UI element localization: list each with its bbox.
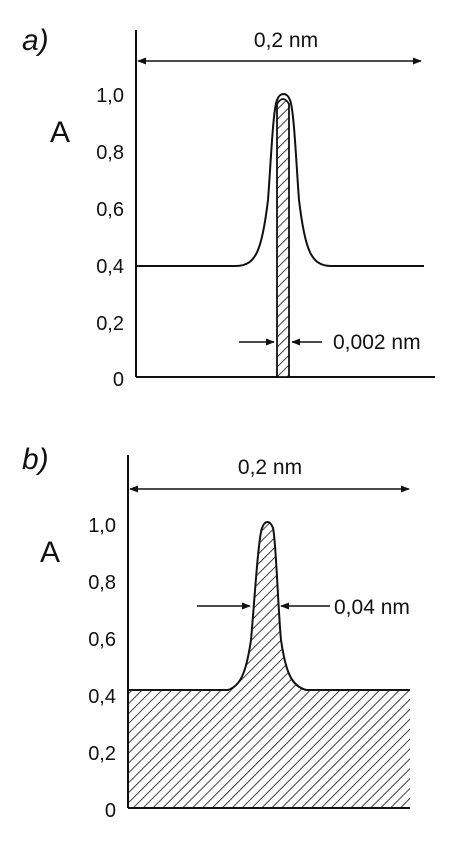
panel-a-tick-0-8: 0,8 <box>96 142 124 164</box>
panel-b-axis-title: A <box>40 536 60 569</box>
panel-a-label: a) <box>22 24 49 57</box>
panel-a: a) A 1,0 0,8 0,6 0,4 0,2 0 0,2 nm 0,002 … <box>22 24 435 391</box>
panel-b-tick-0: 0 <box>105 800 116 822</box>
panel-a-curve <box>136 93 424 267</box>
panel-a-width-label: 0,002 nm <box>333 331 421 354</box>
panel-b-label: b) <box>22 443 49 476</box>
panel-a-axis-title: A <box>50 116 70 149</box>
panel-b-hatched-area <box>128 522 410 808</box>
panel-a-tick-0-4: 0,4 <box>96 256 124 278</box>
panel-b-tick-0-8: 0,8 <box>88 572 116 594</box>
panel-b-tick-0-6: 0,6 <box>88 629 116 651</box>
panel-a-tick-0-6: 0,6 <box>96 199 124 221</box>
panel-a-tick-1-0: 1,0 <box>96 85 124 107</box>
panel-a-hatched-bar <box>276 98 290 378</box>
panel-b-curve <box>128 521 410 691</box>
panel-b-tick-0-2: 0,2 <box>88 743 116 765</box>
panel-b: b) A 1,0 0,8 0,6 0,4 0,2 0 0,2 nm 0,04 n… <box>22 443 410 822</box>
panel-b-width-label: 0,04 nm <box>334 596 410 619</box>
panel-a-span-label: 0,2 nm <box>254 29 318 52</box>
panel-a-tick-0-2: 0,2 <box>96 313 124 335</box>
panel-b-tick-1-0: 1,0 <box>88 515 116 537</box>
panel-b-tick-0-4: 0,4 <box>88 686 116 708</box>
panel-a-tick-0: 0 <box>113 369 124 391</box>
panel-b-span-label: 0,2 nm <box>238 456 302 479</box>
